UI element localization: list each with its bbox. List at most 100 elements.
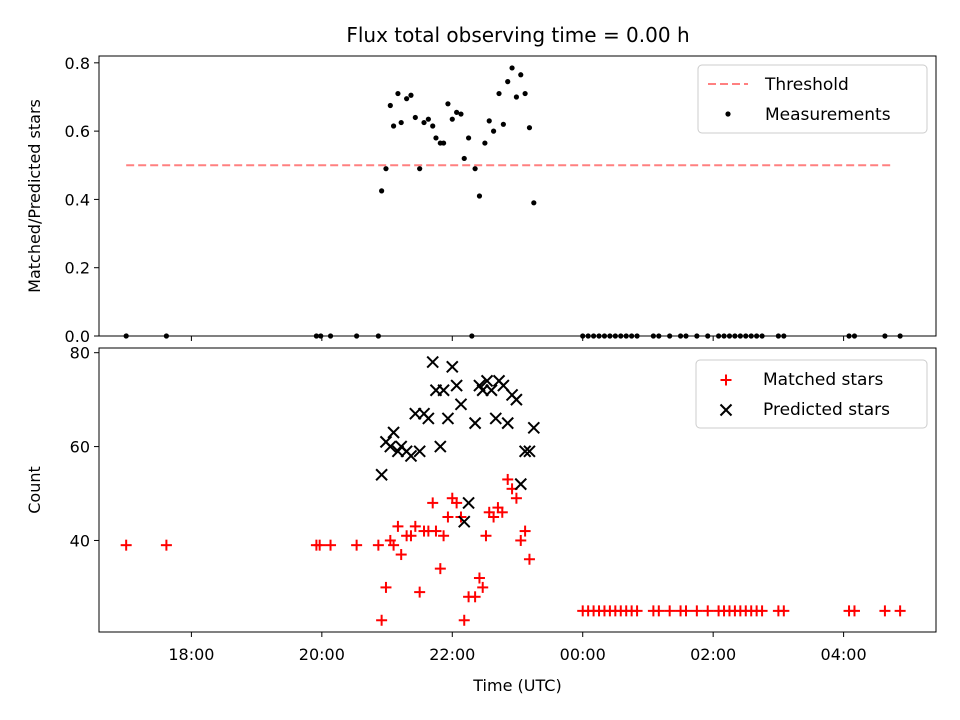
bottom-panel: 40 60 80 18:00 20:00 22:00 00:00 02:00 04:00 Coun…: [25, 344, 937, 695]
data-point: [677, 333, 684, 339]
data-point: [468, 416, 482, 430]
data-point: [314, 539, 326, 551]
data-point: [446, 360, 459, 373]
data-point: [585, 333, 591, 339]
data-point: [894, 605, 906, 617]
data-point: [325, 539, 337, 551]
legend-predicted-swatch: [719, 403, 733, 417]
data-point: [683, 333, 689, 339]
data-point: [409, 520, 421, 532]
data-point: [163, 333, 169, 339]
data-point: [667, 333, 673, 339]
data-point: [440, 140, 447, 146]
data-point: [612, 333, 618, 339]
data-point: [120, 539, 132, 551]
data-point: [441, 412, 455, 425]
data-point: [775, 333, 781, 339]
data-point: [427, 497, 439, 509]
data-point: [501, 416, 514, 430]
data-point: [465, 135, 472, 141]
data-point: [405, 530, 417, 542]
data-point: [601, 333, 608, 339]
legend-matched-label: Matched stars: [763, 370, 883, 390]
data-point: [383, 166, 389, 172]
data-point: [759, 333, 765, 339]
data-point: [408, 92, 414, 98]
legend: Threshold Measurements: [697, 64, 928, 134]
data-point: [510, 492, 522, 504]
data-point: [476, 193, 483, 199]
data-point: [523, 553, 535, 565]
data-point: [607, 333, 613, 339]
legend-predicted-label: Predicted stars: [763, 400, 890, 420]
data-point: [509, 65, 515, 71]
data-point: [618, 333, 624, 339]
data-point: [518, 72, 524, 78]
x-tick-label: 18:00: [168, 645, 214, 664]
data-point: [351, 539, 363, 551]
data-point: [721, 333, 727, 339]
data-point: [623, 333, 629, 339]
data-point: [437, 384, 450, 397]
data-point: [395, 90, 401, 97]
data-point: [664, 605, 676, 617]
y-tick-label: 80: [70, 344, 90, 363]
data-point: [485, 384, 498, 397]
data-point: [848, 605, 860, 617]
x-tick-label: 02:00: [690, 645, 736, 664]
data-point: [480, 374, 494, 388]
top-panel: 0.0 0.2 0.4 0.6 0.8 Matched/Predicted stars Th…: [25, 54, 937, 346]
data-point: [477, 581, 489, 593]
x-tick-label: 20:00: [299, 645, 345, 664]
data-point: [455, 511, 467, 523]
data-point: [882, 333, 888, 339]
data-point: [450, 379, 463, 392]
legend-threshold-label: Threshold: [764, 75, 849, 95]
data-point: [404, 449, 418, 463]
data-point: [702, 605, 714, 617]
data-point: [449, 116, 455, 122]
data-point: [488, 511, 500, 523]
y-tick-label: 40: [70, 531, 90, 550]
data-point: [458, 111, 464, 117]
data-point: [694, 333, 700, 339]
data-point: [375, 468, 388, 481]
data-point: [398, 119, 404, 126]
data-point: [634, 333, 640, 339]
x-tick-label: 00:00: [560, 645, 606, 664]
data-point: [313, 333, 320, 339]
data-point: [505, 79, 511, 85]
series-predicted-stars: [375, 355, 541, 528]
data-point: [451, 497, 463, 509]
data-point: [388, 539, 400, 551]
data-point: [376, 614, 388, 626]
y-axis-label: Count: [25, 466, 44, 514]
y-tick-label: 60: [70, 438, 90, 457]
legend-measurements-swatch: [725, 111, 731, 117]
data-point: [522, 90, 528, 97]
data-point: [526, 125, 533, 131]
data-point: [390, 123, 397, 129]
series-matched-stars: [120, 473, 906, 626]
data-point: [421, 119, 427, 126]
data-point: [469, 591, 481, 603]
data-point: [384, 440, 397, 453]
legend-measurements-label: Measurements: [765, 105, 891, 125]
data-point: [514, 477, 527, 491]
data-point: [596, 333, 602, 339]
data-point: [458, 515, 471, 528]
data-point: [631, 605, 643, 617]
data-point: [433, 135, 439, 141]
data-point: [513, 94, 520, 100]
data-point: [496, 90, 502, 97]
data-point: [392, 520, 404, 532]
chart-title: Flux total observing time = 0.00 h: [346, 23, 689, 47]
data-point: [442, 511, 454, 523]
series-measurements: [123, 65, 903, 339]
data-point: [413, 445, 426, 458]
data-point: [502, 473, 514, 485]
data-point: [354, 333, 360, 339]
data-point: [445, 101, 451, 107]
y-tick-label: 0.0: [65, 327, 90, 346]
